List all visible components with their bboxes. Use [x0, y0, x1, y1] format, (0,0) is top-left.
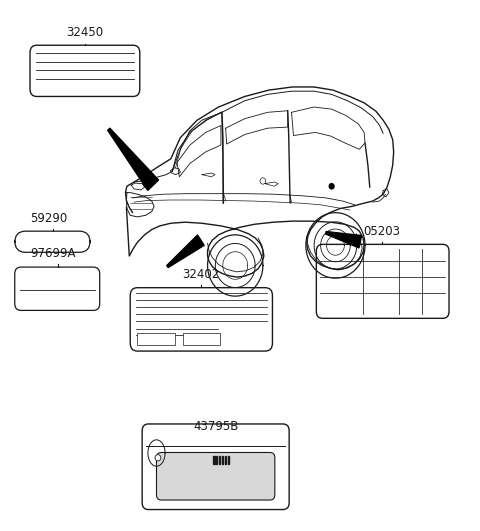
Text: 32402: 32402: [182, 268, 219, 281]
Polygon shape: [325, 232, 361, 248]
Text: 05203: 05203: [364, 225, 401, 237]
Text: 97699A: 97699A: [30, 247, 75, 260]
Bar: [222, 456, 223, 464]
Bar: [213, 456, 215, 464]
FancyBboxPatch shape: [130, 288, 273, 351]
FancyBboxPatch shape: [30, 45, 140, 97]
FancyBboxPatch shape: [183, 333, 220, 345]
FancyBboxPatch shape: [15, 267, 100, 311]
Polygon shape: [108, 128, 158, 191]
Text: 32450: 32450: [66, 27, 104, 39]
Circle shape: [155, 455, 161, 461]
Polygon shape: [167, 235, 204, 268]
Text: 59290: 59290: [30, 212, 67, 225]
FancyBboxPatch shape: [15, 231, 90, 252]
FancyBboxPatch shape: [316, 244, 449, 318]
FancyBboxPatch shape: [156, 452, 275, 500]
Circle shape: [260, 178, 266, 184]
Bar: [216, 456, 217, 464]
FancyBboxPatch shape: [142, 424, 289, 510]
FancyBboxPatch shape: [137, 333, 175, 345]
Circle shape: [329, 184, 334, 189]
Bar: [219, 456, 220, 464]
Text: 43795B: 43795B: [193, 419, 239, 433]
Bar: [225, 456, 226, 464]
